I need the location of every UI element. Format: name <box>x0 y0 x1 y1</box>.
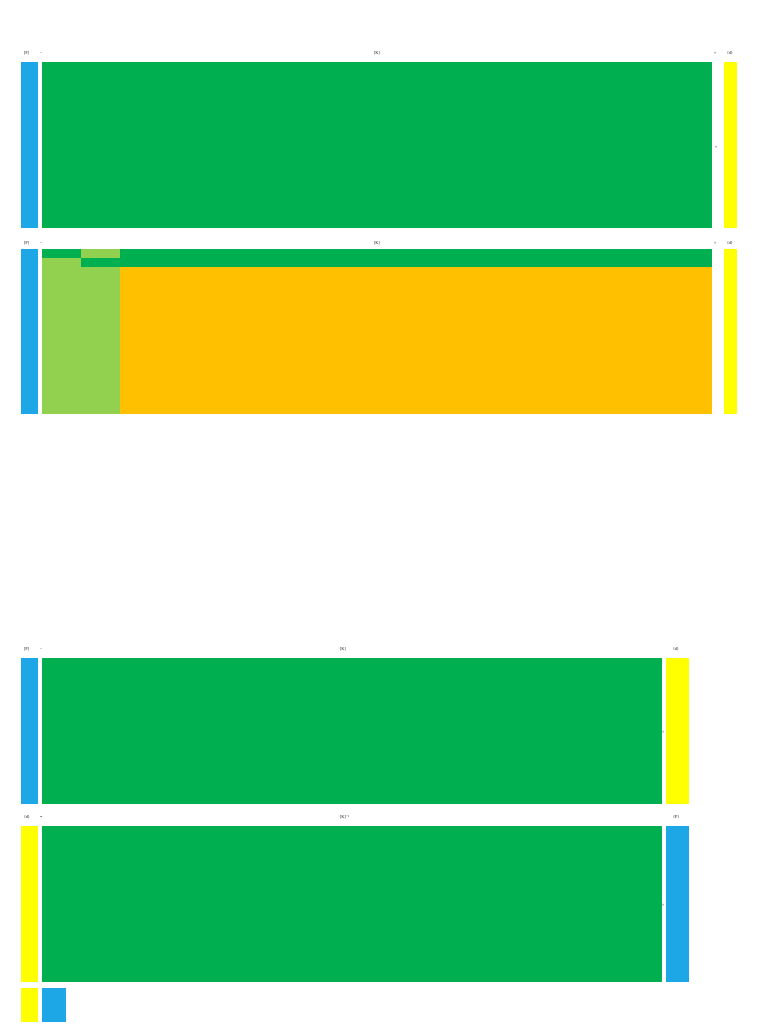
matrix-block-3: [F] − [K] {d} 0000-10,5200-10,5200-10,52… <box>0 644 768 804</box>
displacement-column: U₃U₄U₅U₆U₇U₈U₉U₁₀U₁₁U₁₂U₁₃U₁₄U₁₅U₁₆U₁₇U₁… <box>666 658 689 804</box>
k-label: [K] <box>374 240 380 245</box>
kinv-label: [K]⁻¹ <box>340 814 349 819</box>
k11-partition: 2577034440-2786727160-1449890140-2786727… <box>42 249 120 414</box>
k-label: [K] <box>374 50 380 55</box>
k22-partition: 2577034440000000000-1449890140000000000-… <box>120 249 712 414</box>
times-operator: × <box>662 729 665 734</box>
force-column: U₁U₂U₃U₄U₅U₆U₇U₈U₉U₁₀U₁₁U₁₂U₁₃U₁₄U₁₅U₁₆U… <box>21 62 38 228</box>
times-operator: × <box>715 144 718 149</box>
d-label: {d} <box>727 240 733 245</box>
displacement-column: 00U₃U₄U₅U₆U₇U₈U₉U₁₀U₁₁U₁₂U₁₃U₁₄U₁₅U₁₆U₁₇… <box>724 249 737 414</box>
times-sign: × <box>714 50 717 55</box>
d-label: {d} <box>24 814 30 819</box>
k11-top-left <box>42 249 81 258</box>
f-label: [F] <box>24 50 29 55</box>
fcol-label: {F} <box>673 814 680 819</box>
d-label: {d} <box>727 50 733 55</box>
k11-mid <box>81 258 120 267</box>
matrix-block-1: [F] − [K] × {d} U₁U₂U₃U₄U₅U₆U₇U₈U₉U₁₀U₁₁… <box>0 48 768 228</box>
minus-sign: − <box>40 240 43 245</box>
matrix-block-2: [F] − [K] × {d} U₁U₂0000-10,5200-10,5200… <box>0 238 768 414</box>
force-column: U₁U₂0000-10,5200-10,5200-10,5200-10,5200… <box>21 249 38 414</box>
displacement-column: U₁U₂U₃U₄U₅U₆U₇U₈U₉U₁₀U₁₁U₁₂U₁₃U₁₄U₁₅U₁₆U… <box>724 62 737 228</box>
inverse-stiffness-matrix: 2.7074E-084.6245E-09-4.0079E-10-1.7036E-… <box>42 826 662 982</box>
matrix-block-4: {d} = [K]⁻¹ {F} U₃U₄U₅U₆U₇U₈U₉U₁₀U₁₁U₁₂U… <box>0 812 768 982</box>
displacement-column: U₃U₄U₅U₆U₇U₈U₉U₁₀U₁₁U₁₂U₁₃U₁₄U₁₅U₁₆U₁₇U₁… <box>21 826 38 982</box>
force-column: 0000-10,5200-10,5200-10,5200-10,52000000… <box>21 658 38 804</box>
times-sign: × <box>714 240 717 245</box>
stiffness-matrix-reduced: 2577034440000000025770344400000000257703… <box>42 658 662 804</box>
k-label: [K] <box>340 646 346 651</box>
force-column: 0000-10,5200-10,5200-10,5200-10,52000000… <box>666 826 689 982</box>
minus-sign: − <box>40 50 43 55</box>
result-values: 2.74E-05 m5.07E-05 m-3.89E-06 m1.48E-05 … <box>42 988 66 1022</box>
equals-sign: = <box>40 814 43 819</box>
minus-sign: − <box>40 646 43 651</box>
times-operator: × <box>662 902 665 907</box>
d-label: {d} <box>673 646 679 651</box>
k12-band-mid <box>120 258 712 267</box>
result-names: U₁U₂U₃U₄U₅U₆ <box>21 988 38 1022</box>
f-label: [F] <box>24 646 29 651</box>
stiffness-matrix: 257703444-278672716-144989014-278672716-… <box>42 62 712 228</box>
results-table: U₁U₂U₃U₄U₅U₆ 2.74E-05 m5.07E-05 m-3.89E-… <box>0 988 768 1022</box>
k12-band-top <box>120 249 712 258</box>
f-label: [F] <box>24 240 29 245</box>
